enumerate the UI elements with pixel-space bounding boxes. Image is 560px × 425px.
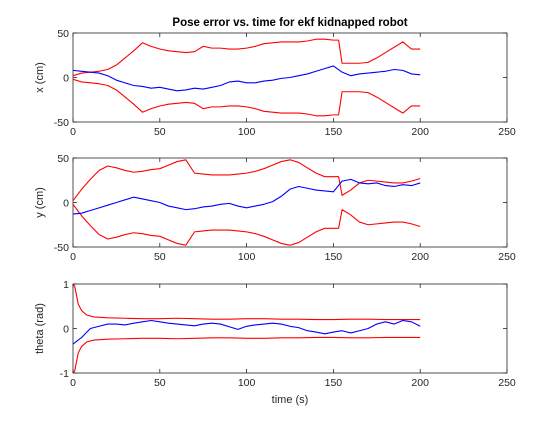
axes-frame <box>72 283 508 374</box>
x-tick-label: 200 <box>411 377 429 389</box>
x-tick-label: 50 <box>154 377 166 389</box>
series-group <box>73 284 421 373</box>
y-tick-label: -50 <box>54 242 69 254</box>
y-tick-label: 0 <box>63 324 69 336</box>
x-tick-label: 250 <box>498 377 516 389</box>
x-tick-label: 100 <box>238 126 256 138</box>
series-line-2 <box>73 203 421 246</box>
x-tick-label: 200 <box>411 126 429 138</box>
series-line-1 <box>73 38 421 77</box>
series-line-3 <box>73 178 421 215</box>
y-axis-label: x (cm) <box>34 62 46 93</box>
x-axis-label: time (s) <box>272 394 309 406</box>
x-tick-label: 50 <box>154 251 166 263</box>
y-tick-label: 50 <box>57 28 69 40</box>
x-tick-label: 250 <box>498 126 516 138</box>
series-line-1 <box>73 159 421 202</box>
series-line-1 <box>73 284 421 321</box>
x-tick-label: 250 <box>498 251 516 263</box>
x-tick-label: 50 <box>154 126 166 138</box>
x-tick-label: 0 <box>70 126 76 138</box>
x-tick-label: 150 <box>325 126 343 138</box>
series-line-2 <box>73 336 421 373</box>
series-line-2 <box>73 78 421 117</box>
y-axis-label: theta (rad) <box>34 303 46 354</box>
series-group <box>73 159 421 246</box>
x-tick-label: 150 <box>325 377 343 389</box>
x-tick-label: 100 <box>238 377 256 389</box>
y-tick-label: 1 <box>63 279 69 291</box>
series-line-3 <box>73 319 421 345</box>
x-tick-label: 0 <box>70 251 76 263</box>
x-tick-label: 100 <box>238 251 256 263</box>
y-tick-label: 0 <box>63 198 69 210</box>
series-group <box>73 38 421 117</box>
x-tick-label: 0 <box>70 377 76 389</box>
y-tick-label: 50 <box>57 153 69 165</box>
y-tick-label: -50 <box>54 117 69 129</box>
x-tick-label: 200 <box>411 251 429 263</box>
series-line-3 <box>73 65 421 92</box>
chart-title: Pose error vs. time for ekf kidnapped ro… <box>172 17 407 29</box>
y-tick-label: -1 <box>60 368 69 380</box>
y-tick-label: 0 <box>63 73 69 85</box>
x-tick-label: 150 <box>325 251 343 263</box>
y-axis-label: y (cm) <box>34 187 46 218</box>
